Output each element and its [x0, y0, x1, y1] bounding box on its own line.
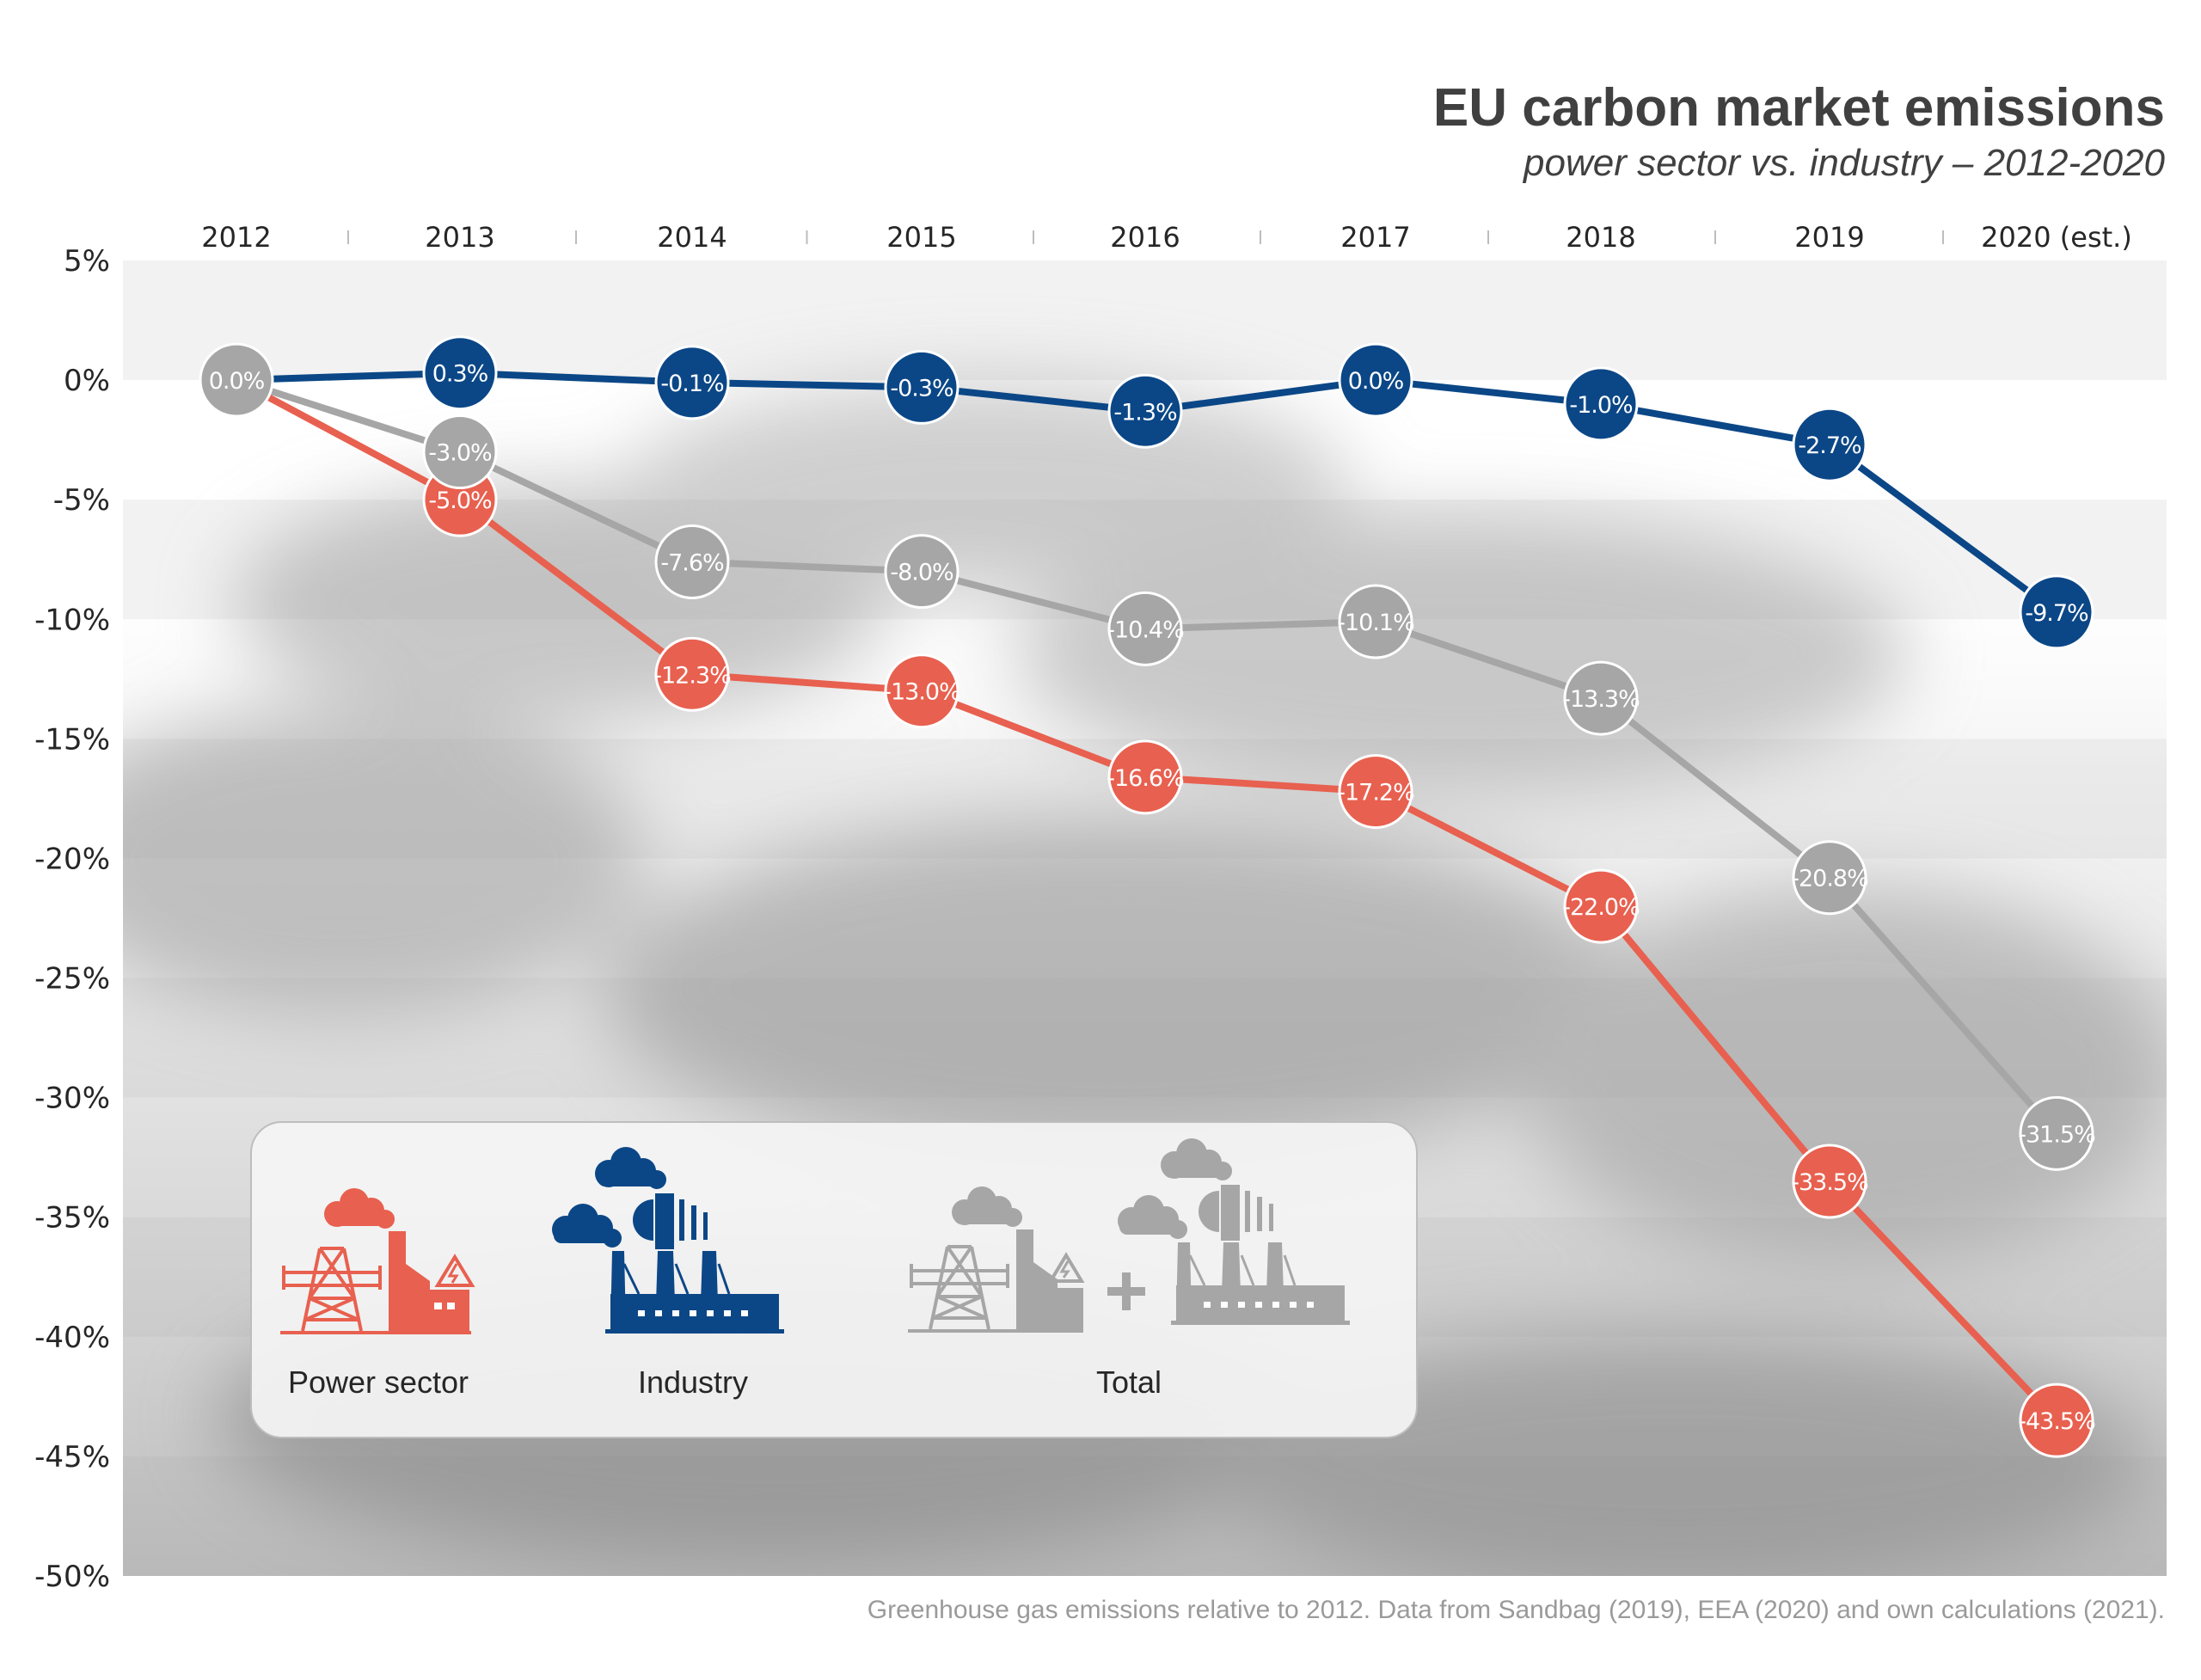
data-label-power: -22.0%: [1562, 894, 1640, 921]
legend-background: [250, 1121, 1418, 1438]
data-label-industry: -2.7%: [1798, 432, 1861, 459]
data-label-total: -10.1%: [1337, 610, 1414, 636]
y-tick-label: -50%: [34, 1560, 110, 1594]
y-tick-label: -35%: [34, 1201, 110, 1235]
y-axis: 5% 0% -5% -10% -15% -20% -25% -30% -35% -40% -45% -…: [34, 244, 110, 1594]
plus-icon: [1107, 1272, 1145, 1310]
data-label-total: -20.8%: [1791, 866, 1868, 892]
data-point-industry: [422, 335, 498, 411]
data-label-total: -3.0%: [428, 440, 492, 467]
data-point-total: [654, 524, 730, 600]
x-tick-label: 2018: [1566, 221, 1635, 254]
y-tick-label: -10%: [34, 603, 110, 637]
data-point-total: [1338, 584, 1413, 659]
y-tick-label: -5%: [53, 483, 110, 518]
data-label-power: -16.6%: [1107, 765, 1184, 792]
power-plant-icon: [280, 1188, 475, 1334]
data-point-industry: [884, 349, 959, 425]
data-point-power: [1792, 1144, 1867, 1219]
data-point-total: [1563, 660, 1639, 736]
legend-box: Power sector Industry Total: [250, 1121, 1418, 1438]
y-tick-label: -25%: [34, 962, 110, 996]
data-point-industry: [1107, 373, 1183, 449]
data-point-total: [1792, 840, 1867, 916]
y-tick-label: -15%: [34, 722, 110, 757]
data-label-power: -12.3%: [653, 662, 731, 689]
legend-label-total: Total: [1096, 1364, 1162, 1400]
y-tick-label: -45%: [34, 1440, 110, 1475]
data-label-industry: -1.0%: [1569, 392, 1633, 419]
data-point-power: [884, 653, 959, 729]
data-point-power: [1107, 739, 1183, 815]
chart-subtitle: power sector vs. industry – 2012-2020: [1522, 142, 2165, 184]
data-point-total: [422, 414, 498, 490]
x-axis: 2012 2013 2014 2015 2016 2017 2018 2019 2020 (es…: [201, 221, 2132, 254]
chart-caption: Greenhouse gas emissions relative to 201…: [868, 1596, 2165, 1624]
x-tick-label: 2013: [425, 221, 494, 254]
x-tick-label: 2020 (est.): [1981, 221, 2132, 254]
x-tick-label: 2017: [1340, 221, 1410, 254]
data-point-industry: [1563, 366, 1639, 442]
data-point-industry: [1792, 407, 1867, 482]
legend-label-power-sector: Power sector: [288, 1364, 469, 1400]
y-tick-label: 5%: [64, 244, 110, 279]
data-point-total: [884, 534, 959, 610]
data-label-power: -5.0%: [428, 487, 492, 514]
data-label-industry: -0.3%: [890, 375, 953, 402]
data-label-power: -17.2%: [1337, 780, 1414, 806]
data-point-power: [654, 636, 730, 712]
x-tick-label: 2019: [1794, 221, 1864, 254]
x-tick-label: 2014: [657, 221, 727, 254]
x-tick-label: 2015: [886, 221, 956, 254]
data-label-industry: -1.3%: [1113, 399, 1177, 426]
data-label-industry: 0.0%: [1348, 368, 1404, 395]
data-point-total: [2019, 1095, 2094, 1171]
data-point-industry: [2019, 574, 2094, 650]
data-label-power: -13.0%: [883, 679, 960, 706]
data-label-total: -7.6%: [660, 550, 724, 577]
data-label-industry: -0.1%: [660, 371, 724, 397]
factory-icon: [552, 1147, 784, 1334]
data-label-total: -13.3%: [1562, 686, 1640, 713]
power-plant-icon: [908, 1186, 1085, 1333]
factory-icon: [1118, 1138, 1350, 1325]
y-tick-label: -30%: [34, 1082, 110, 1116]
data-label-total: 0.0%: [209, 368, 265, 395]
data-label-total: -8.0%: [890, 560, 953, 586]
chart-title-block: EU carbon market emissions power sector …: [1433, 78, 2166, 184]
power-plant-plus-factory-icon: [908, 1138, 1350, 1333]
data-label-power: -43.5%: [2018, 1408, 2095, 1435]
y-tick-label: 0%: [64, 364, 110, 398]
y-tick-label: -40%: [34, 1321, 110, 1355]
legend-label-industry: Industry: [638, 1364, 748, 1400]
data-point-total: [1107, 591, 1183, 666]
data-label-total: -31.5%: [2018, 1121, 2095, 1148]
x-tick-label: 2012: [201, 221, 271, 254]
data-label-industry: -9.7%: [2025, 600, 2088, 627]
series-points: -5.0% -12.3% -13.0% -16.6% -17.2% -22.0% -33.5…: [199, 335, 2096, 1458]
data-point-total: [199, 342, 274, 418]
data-point-industry: [654, 345, 730, 420]
x-tick-label: 2016: [1110, 221, 1180, 254]
data-label-total: -10.4%: [1107, 616, 1184, 643]
data-point-industry: [1338, 342, 1413, 418]
chart-title: EU carbon market emissions: [1433, 78, 2165, 138]
data-label-industry: 0.3%: [432, 361, 488, 388]
data-point-power: [2019, 1383, 2094, 1458]
data-label-power: -33.5%: [1791, 1169, 1868, 1196]
data-point-power: [1338, 754, 1413, 830]
data-point-power: [1563, 868, 1639, 944]
y-tick-label: -20%: [34, 842, 110, 876]
